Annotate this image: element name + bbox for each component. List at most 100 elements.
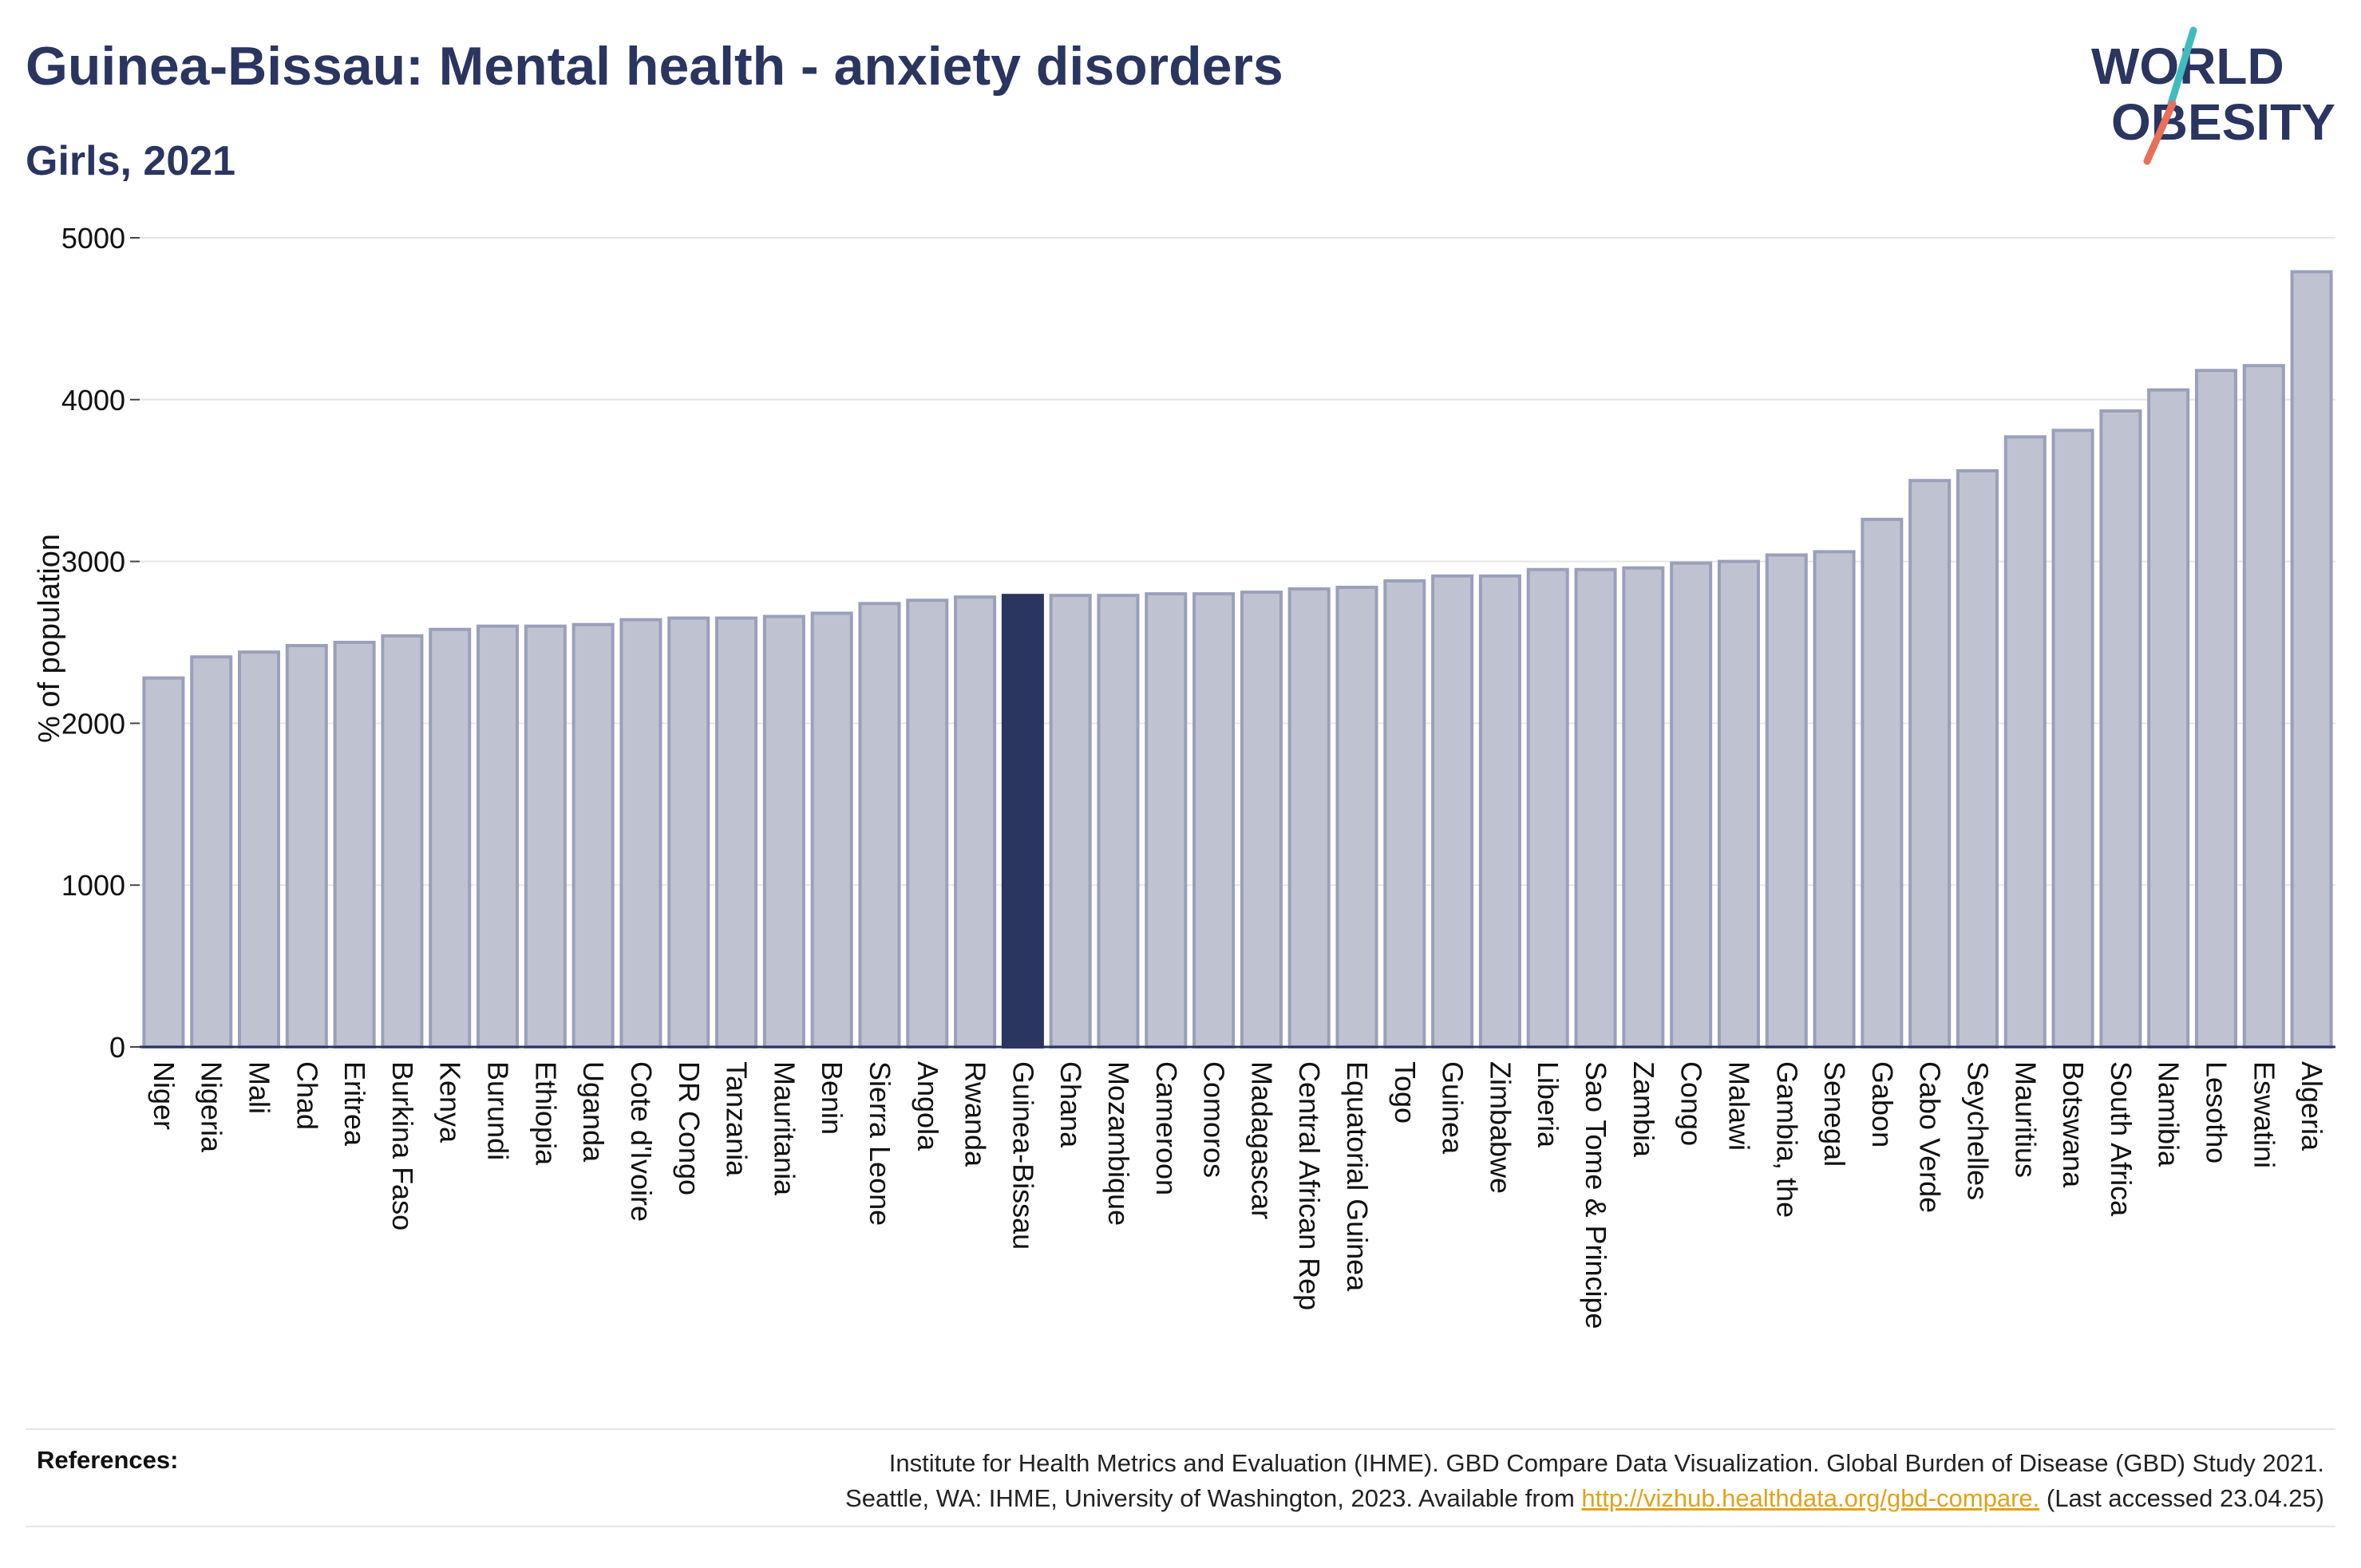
bar	[2290, 270, 2333, 1049]
x-tick-label: Niger	[148, 1061, 180, 1130]
x-tick-label: Liberia	[1532, 1061, 1564, 1148]
bar	[2147, 388, 2190, 1049]
x-tick-label: Mali	[243, 1061, 276, 1114]
x-tick-label: Comoros	[1198, 1061, 1231, 1178]
x-tick-label: Tanzania	[721, 1061, 753, 1177]
x-tick-label: Malawi	[1722, 1061, 1755, 1151]
y-axis-label: % of population	[33, 534, 66, 743]
bar	[1622, 566, 1665, 1049]
references-section: References: Institute for Health Metrics…	[26, 1428, 2335, 1527]
world-obesity-logo: WORLD OBESITY	[2091, 26, 2335, 165]
x-tick-label: Burundi	[482, 1061, 515, 1160]
x-tick-label: Cote d'Ivoire	[625, 1061, 658, 1222]
x-tick-label: Lesotho	[2200, 1061, 2232, 1163]
x-tick-label: Senegal	[1818, 1061, 1851, 1167]
x-tick-label: Central African Rep	[1293, 1061, 1326, 1310]
bar	[1287, 587, 1331, 1049]
bar	[1335, 586, 1378, 1049]
references-line-2: Seattle, WA: IHME, University of Washing…	[845, 1481, 2324, 1516]
references-line-2-pre: Seattle, WA: IHME, University of Washing…	[845, 1484, 1582, 1512]
references-label: References:	[37, 1446, 179, 1474]
bar	[1049, 594, 1092, 1049]
y-tick-label: 0	[109, 1031, 125, 1064]
bar-chart: 0 1000 2000 3000 4000 5000 Niger Nigeria Mali Ch…	[33, 222, 2335, 1329]
chart-title: Guinea-Bissau: Mental health - anxiety d…	[26, 36, 1283, 97]
bar	[333, 641, 376, 1049]
bar	[2003, 435, 2047, 1049]
chart-subtitle: Girls, 2021	[26, 138, 236, 184]
logo-word-obesity: OBESITY	[2111, 93, 2335, 151]
bar	[381, 634, 424, 1049]
bar	[858, 602, 901, 1049]
y-tick-label: 3000	[61, 546, 125, 579]
y-tick-label: 2000	[61, 707, 125, 740]
bar	[2242, 364, 2285, 1049]
x-tick-label: Nigeria	[196, 1061, 228, 1153]
x-tick-label: Burkina Faso	[386, 1061, 419, 1230]
x-tick-label: Mauritius	[2009, 1061, 2042, 1178]
x-tick-label: Botswana	[2057, 1061, 2090, 1188]
x-tick-label: Uganda	[577, 1061, 610, 1163]
bar	[1431, 574, 1474, 1049]
bar	[1908, 479, 1952, 1049]
bar	[1192, 592, 1236, 1049]
bar	[190, 655, 233, 1049]
logo-slash-teal	[2167, 26, 2197, 108]
x-tick-label: Ghana	[1054, 1061, 1087, 1148]
logo-slash-coral	[2143, 100, 2177, 165]
x-tick-label: South Africa	[2105, 1061, 2138, 1217]
bar	[477, 624, 520, 1049]
x-tick-label: Ethiopia	[529, 1061, 562, 1166]
bar	[619, 618, 662, 1049]
x-tick-label: Angola	[912, 1061, 944, 1151]
x-tick-label: Benin	[816, 1061, 848, 1135]
references-line-1: Institute for Health Metrics and Evaluat…	[888, 1449, 2324, 1477]
bar	[906, 598, 949, 1049]
x-tick-label: Madagascar	[1245, 1061, 1278, 1219]
bar	[1717, 559, 1760, 1049]
bar	[810, 611, 853, 1049]
y-tick-label: 1000	[61, 869, 125, 902]
x-tick-label: Gambia, the	[1770, 1061, 1803, 1218]
bar	[2194, 369, 2238, 1049]
bar	[1478, 574, 1521, 1049]
x-tick-label: Zimbabwe	[1484, 1061, 1517, 1194]
bar	[667, 616, 710, 1049]
x-axis-labels: Niger Nigeria Mali Chad Eritrea Burkina Faso K…	[148, 1061, 2328, 1329]
x-tick-label: Zambia	[1627, 1061, 1660, 1158]
x-tick-label: Eritrea	[338, 1061, 371, 1147]
bars	[142, 270, 2333, 1049]
y-axis-ticks: 0 1000 2000 3000 4000 5000	[61, 222, 140, 1064]
x-tick-label: Togo	[1389, 1061, 1422, 1124]
references-text: Institute for Health Metrics and Evaluat…	[845, 1446, 2324, 1516]
bar	[715, 616, 758, 1049]
x-tick-label: Namibia	[2153, 1061, 2185, 1167]
x-tick-label: Sao Tome & Principe	[1580, 1061, 1612, 1329]
bar-highlight	[1001, 594, 1044, 1049]
bar	[1574, 567, 1617, 1049]
bar	[1240, 590, 1283, 1049]
bar	[1765, 553, 1808, 1049]
x-tick-label: Cameroon	[1150, 1061, 1183, 1195]
bar	[1670, 561, 1713, 1049]
bar	[1097, 594, 1140, 1049]
y-tick-label: 4000	[61, 384, 125, 417]
x-tick-label: Chad	[291, 1061, 323, 1130]
bar	[2051, 429, 2094, 1049]
x-tick-label: Sierra Leone	[864, 1061, 896, 1226]
x-tick-label: Mozambique	[1102, 1061, 1135, 1226]
x-tick-label: Eswatini	[2248, 1061, 2280, 1168]
x-tick-label: Algeria	[2296, 1061, 2328, 1151]
bar	[237, 650, 281, 1049]
bar	[2099, 409, 2142, 1049]
x-tick-label: Rwanda	[959, 1061, 992, 1167]
x-tick-label: Equatorial Guinea	[1341, 1061, 1374, 1292]
x-tick-label: Congo	[1675, 1061, 1708, 1146]
bar	[524, 624, 567, 1049]
x-tick-label: Cabo Verde	[1914, 1061, 1947, 1213]
references-link[interactable]: http://vizhub.healthdata.org/gbd-compare…	[1581, 1484, 2040, 1512]
bar	[571, 622, 615, 1049]
bar	[285, 644, 328, 1049]
bar	[1956, 469, 1999, 1049]
bar	[429, 627, 472, 1049]
